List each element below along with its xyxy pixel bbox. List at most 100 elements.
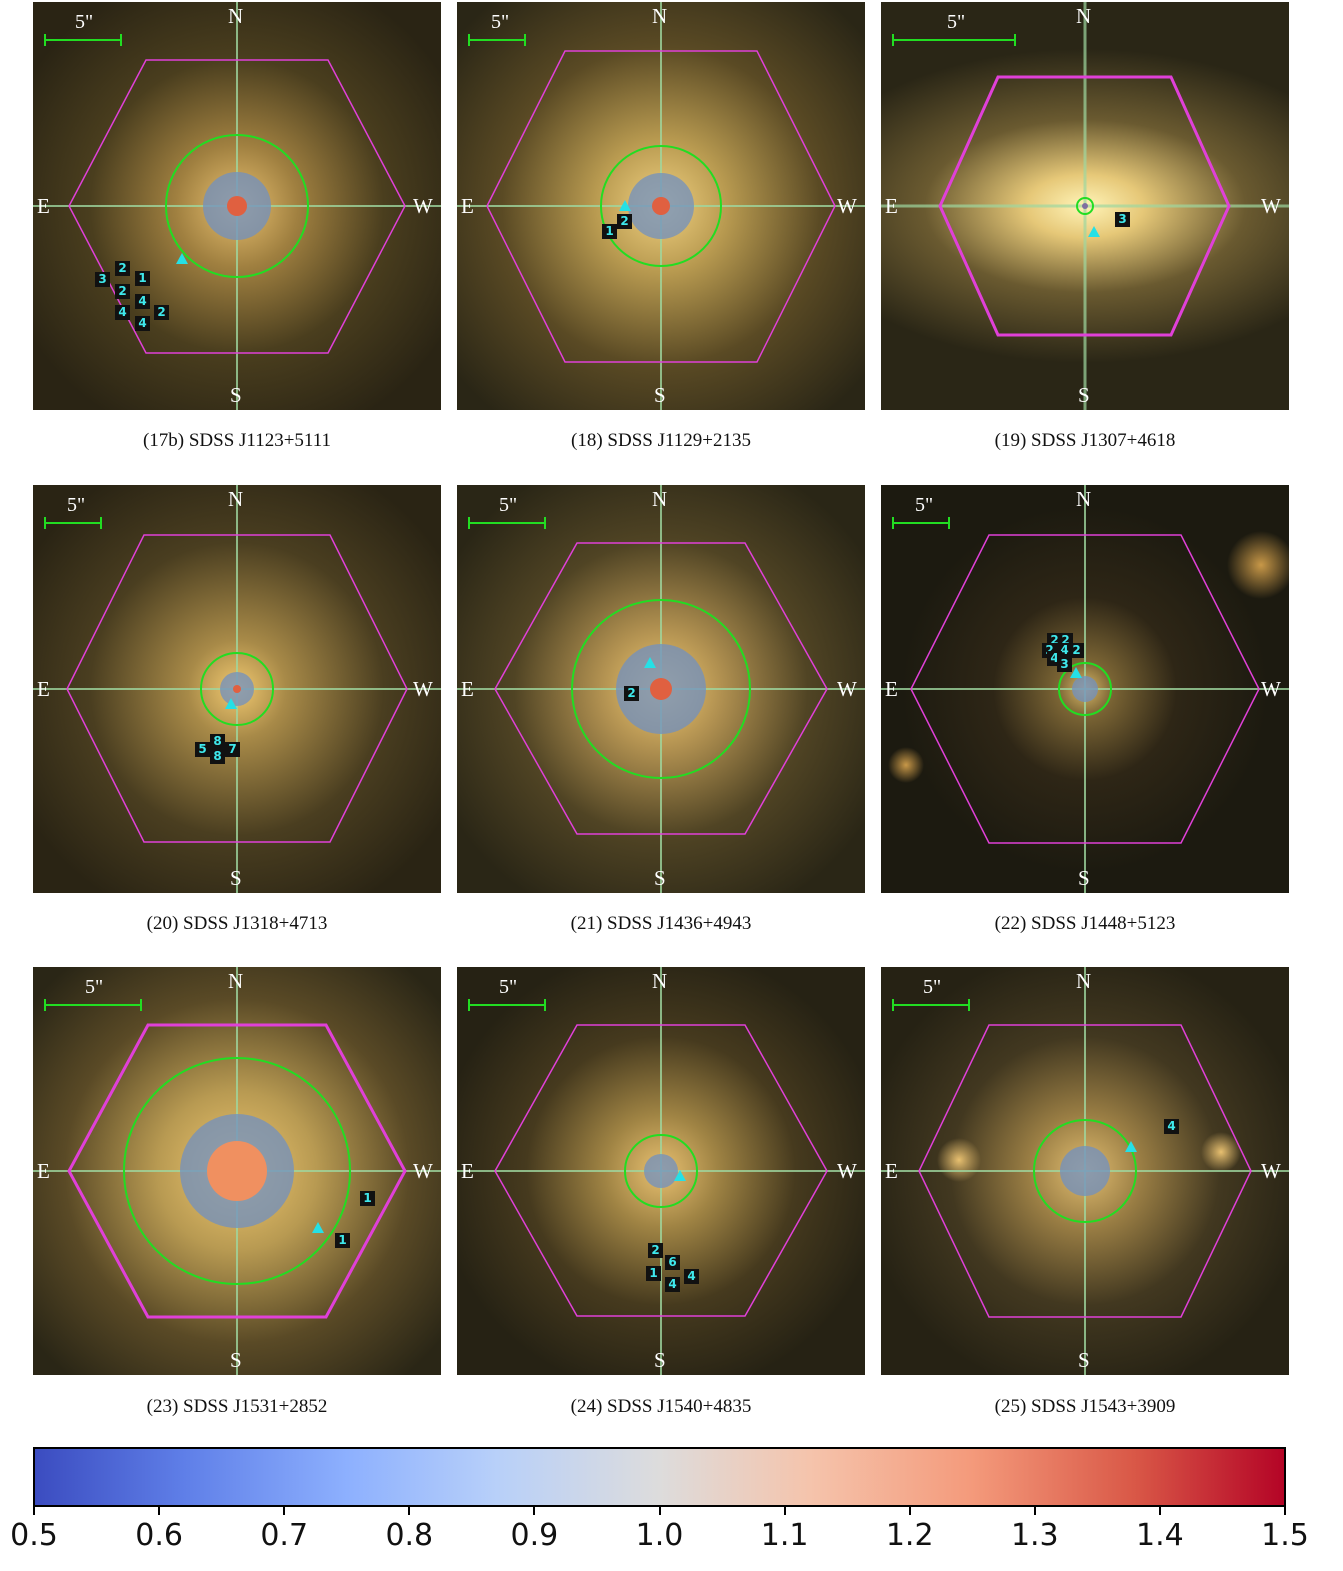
colorbar-tick: [1284, 1507, 1286, 1515]
colorbar-tick: [658, 1507, 661, 1515]
south-label: S: [654, 383, 666, 407]
triangle-marker: [1088, 226, 1100, 237]
ratio-map: [644, 1154, 678, 1188]
galaxy-image: [33, 967, 441, 1375]
colorbar-tick: [533, 1507, 536, 1515]
region-label: 2: [648, 1243, 663, 1258]
scale-label: 5": [915, 494, 934, 516]
west-label: W: [1261, 194, 1281, 218]
east-label: E: [461, 677, 474, 701]
galaxy-image: [881, 967, 1289, 1375]
region-label: 3: [95, 272, 110, 287]
west-label: W: [1261, 677, 1281, 701]
region-label: 4: [684, 1269, 699, 1284]
galaxy-image: [457, 2, 865, 410]
aperture-circle: [1076, 197, 1094, 215]
panel-17b: 5" N S E W 3 2 1 2 4 4 2 4: [33, 2, 441, 410]
galaxy-image: [457, 485, 865, 893]
region-label: 1: [135, 271, 150, 286]
scale-label: 5": [499, 976, 518, 998]
panel-21: 5" N S E W 2: [457, 485, 865, 893]
south-label: S: [654, 1348, 666, 1372]
hexagon-footprint: [66, 534, 408, 843]
caption: (22) SDSS J1448+5123: [994, 913, 1176, 934]
region-label: 3: [1057, 657, 1072, 672]
region-label: 2: [115, 261, 130, 276]
caption: (20) SDSS J1318+4713: [146, 913, 328, 934]
north-label: N: [228, 4, 244, 28]
triangle-marker: [619, 200, 631, 211]
west-label: W: [413, 1159, 433, 1183]
scale-label: 5": [85, 976, 104, 998]
east-label: E: [37, 1159, 50, 1183]
north-label: N: [652, 487, 668, 511]
north-label: N: [228, 969, 244, 993]
colorbar-tick-label: 0.5: [10, 1518, 58, 1553]
panel-24: 5" N S E W 2 6 1 4 4: [457, 967, 865, 1375]
north-label: N: [228, 487, 244, 511]
east-label: E: [461, 1159, 474, 1183]
caption: (25) SDSS J1543+3909: [994, 1396, 1176, 1417]
region-label: 1: [360, 1191, 375, 1206]
panel-22: 5" N S E W 2 2 2 4 2 4 3: [881, 485, 1289, 893]
scale-label: 5": [499, 494, 518, 516]
west-label: W: [413, 677, 433, 701]
triangle-marker: [644, 657, 656, 668]
hexagon-footprint: [67, 1023, 407, 1319]
region-label: 2: [1069, 643, 1084, 658]
galaxy-image: [33, 2, 441, 410]
region-label: 1: [602, 224, 617, 239]
region-label: 2: [115, 284, 130, 299]
north-label: N: [1076, 969, 1092, 993]
colorbar-tick-label: 0.9: [510, 1518, 559, 1553]
region-label: 2: [624, 686, 639, 701]
south-label: S: [230, 866, 242, 890]
colorbar-tick: [783, 1507, 786, 1515]
south-label: S: [1078, 1348, 1090, 1372]
aperture-circle: [1033, 1119, 1137, 1223]
colorbar-tick-label: 1.3: [1010, 1518, 1059, 1553]
colorbar-tick: [408, 1507, 411, 1515]
scale-label: 5": [947, 11, 966, 33]
south-label: S: [654, 866, 666, 890]
ratio-map: [1072, 676, 1098, 702]
region-label: 6: [665, 1255, 680, 1270]
east-label: E: [885, 194, 898, 218]
caption: (24) SDSS J1540+4835: [570, 1396, 752, 1417]
colorbar-tick-label: 1.4: [1136, 1518, 1184, 1553]
east-label: E: [461, 194, 474, 218]
caption: (19) SDSS J1307+4618: [994, 430, 1176, 451]
scale-label: 5": [67, 494, 86, 516]
region-label: 4: [1164, 1119, 1179, 1134]
hexagon-footprint: [494, 542, 828, 835]
colorbar-tick-label: 1.0: [635, 1518, 684, 1553]
colorbar-tick-label: 0.6: [135, 1518, 183, 1553]
aperture-circle: [165, 134, 309, 278]
west-label: W: [837, 194, 857, 218]
galaxy-image: [881, 2, 1289, 410]
east-label: E: [885, 1159, 898, 1183]
south-label: S: [230, 1348, 242, 1372]
panel-19: 5" N S E W 3: [881, 2, 1289, 410]
hexagon-footprint: [918, 1024, 1252, 1318]
aperture-circle: [600, 145, 722, 267]
triangle-marker: [312, 1222, 324, 1233]
scale-label: 5": [491, 11, 510, 33]
hexagon-footprint: [68, 59, 406, 354]
region-label: 2: [617, 214, 632, 229]
aperture-circle: [571, 599, 751, 779]
region-label: 4: [135, 294, 150, 309]
colorbar-tick-label: 1.5: [1261, 1518, 1309, 1553]
west-label: W: [837, 677, 857, 701]
region-label: 3: [1115, 212, 1130, 227]
triangle-marker: [674, 1170, 686, 1181]
hexagon-footprint: [938, 75, 1231, 337]
region-label: 7: [225, 742, 240, 757]
east-label: E: [37, 677, 50, 701]
region-label: 1: [335, 1233, 350, 1248]
west-label: W: [1261, 1159, 1281, 1183]
galaxy-image: [881, 485, 1289, 893]
ratio-map: [1060, 1146, 1110, 1196]
scale-label: 5": [923, 976, 942, 998]
colorbar-tick-label: 0.8: [385, 1518, 434, 1553]
